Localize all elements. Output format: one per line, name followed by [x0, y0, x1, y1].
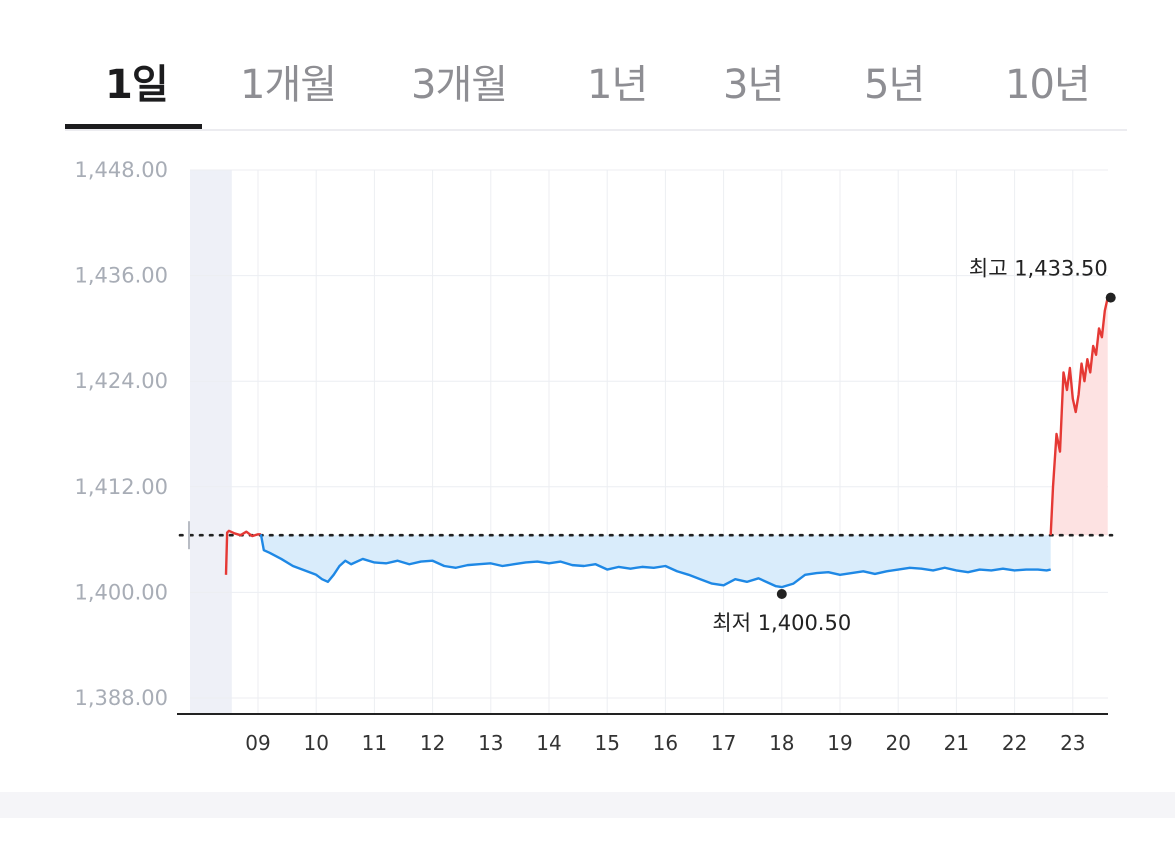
x-tick-label: 16	[653, 731, 678, 755]
y-tick-label: 1,448.00	[74, 158, 168, 182]
price-line-segment	[224, 529, 261, 575]
reference-line	[178, 521, 1114, 550]
y-tick-label: 1,400.00	[74, 580, 168, 604]
x-tick-label: 18	[769, 731, 794, 755]
low-label: 최저 1,400.50	[712, 611, 851, 635]
chart-lines	[224, 297, 1109, 589]
y-tick-label: 1,424.00	[74, 369, 168, 393]
high-label: 최고 1,433.50	[969, 257, 1108, 281]
down-area-fill	[260, 534, 1051, 588]
x-tick-label: 14	[536, 731, 561, 755]
x-tick-label: 23	[1060, 731, 1085, 755]
high-marker	[1105, 292, 1116, 303]
bottom-band	[0, 792, 1175, 818]
tab-1-month[interactable]: 1개월	[240, 62, 337, 108]
x-tick-label: 19	[827, 731, 852, 755]
premarket-band	[190, 170, 232, 714]
active-tab-indicator	[65, 124, 202, 129]
tab-3-years[interactable]: 3년	[723, 62, 784, 108]
up-area-fill	[1050, 297, 1108, 536]
price-line-segment	[259, 534, 1051, 589]
chart-grid	[190, 169, 1108, 714]
price-line-segment	[1049, 297, 1109, 536]
x-tick-label: 22	[1002, 731, 1027, 755]
x-tick-label: 12	[420, 731, 445, 755]
tab-3-months[interactable]: 3개월	[411, 62, 508, 108]
y-tick-label: 1,412.00	[74, 475, 168, 499]
x-tick-label: 17	[711, 731, 736, 755]
x-tick-label: 15	[594, 731, 619, 755]
x-tick-label: 20	[885, 731, 910, 755]
chart-labels: 1,448.00 1,436.00 1,424.00 1,412.00 1,400.00…	[74, 158, 1085, 755]
tab-1-year[interactable]: 1년	[587, 62, 648, 108]
chart-fills	[260, 297, 1108, 588]
y-tick-label: 1,436.00	[74, 264, 168, 288]
x-tick-label: 10	[303, 731, 328, 755]
tab-5-years[interactable]: 5년	[864, 62, 925, 108]
x-tick-label: 13	[478, 731, 503, 755]
x-tick-label: 21	[944, 731, 969, 755]
chart-annotations: 최고 1,433.50 최저 1,400.50	[712, 257, 1116, 635]
tab-10-years[interactable]: 10년	[1005, 62, 1091, 108]
period-tabs: 1일 1개월 3개월 1년 3년 5년 10년	[65, 30, 1127, 131]
tabs-divider	[65, 129, 1127, 131]
y-tick-label: 1,388.00	[74, 686, 168, 710]
x-tick-label: 11	[362, 731, 387, 755]
price-chart: 1,448.00 1,436.00 1,424.00 1,412.00 1,400.00…	[74, 158, 1116, 755]
low-marker	[776, 589, 787, 599]
tab-1-day[interactable]: 1일	[105, 62, 169, 108]
x-tick-label: 09	[245, 731, 270, 755]
